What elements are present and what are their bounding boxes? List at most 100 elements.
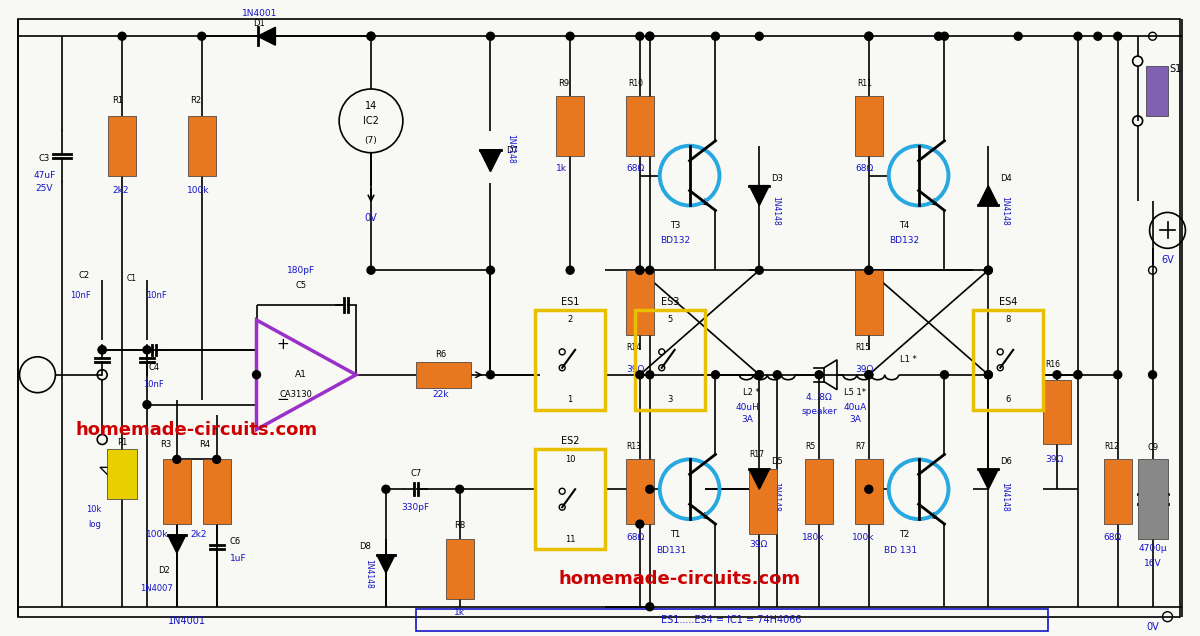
Text: 25V: 25V — [36, 184, 53, 193]
Circle shape — [367, 32, 374, 40]
Text: IC2: IC2 — [364, 116, 379, 126]
Text: 4...8Ω: 4...8Ω — [805, 393, 833, 402]
Bar — [626, 96, 654, 156]
Text: 10: 10 — [565, 455, 575, 464]
Text: D1: D1 — [253, 19, 265, 28]
Text: 1N4148: 1N4148 — [770, 196, 780, 225]
Text: R10: R10 — [628, 78, 643, 88]
Circle shape — [486, 266, 494, 274]
Polygon shape — [168, 535, 186, 553]
Text: 39Ω: 39Ω — [626, 365, 644, 374]
Text: BD131: BD131 — [656, 546, 686, 555]
Circle shape — [646, 603, 654, 611]
Text: R6: R6 — [436, 350, 446, 359]
Text: C3: C3 — [38, 154, 50, 163]
Text: P1: P1 — [116, 438, 127, 447]
Text: R2: R2 — [190, 97, 200, 106]
Text: R12: R12 — [1104, 442, 1118, 451]
Bar — [556, 96, 584, 156]
Text: 0V: 0V — [1146, 621, 1159, 632]
Circle shape — [198, 32, 205, 40]
Text: 1k: 1k — [454, 608, 466, 617]
Text: 2k2: 2k2 — [112, 186, 128, 195]
Text: homemade-circuits.com: homemade-circuits.com — [76, 420, 318, 438]
Text: BD132: BD132 — [661, 236, 691, 245]
Text: 1N4148: 1N4148 — [365, 559, 373, 589]
Circle shape — [865, 371, 872, 378]
Text: 1N4148: 1N4148 — [506, 134, 515, 163]
Circle shape — [712, 32, 720, 40]
Circle shape — [173, 455, 181, 464]
Bar — [854, 270, 883, 335]
Text: 2k2: 2k2 — [191, 530, 208, 539]
Bar — [973, 310, 1043, 410]
Text: T2: T2 — [900, 530, 910, 539]
Text: R11: R11 — [857, 78, 871, 88]
Circle shape — [252, 371, 260, 378]
Text: 3A: 3A — [742, 415, 754, 424]
Bar — [535, 450, 605, 549]
Bar — [1138, 459, 1168, 539]
Text: R9: R9 — [558, 78, 569, 88]
Circle shape — [865, 32, 872, 40]
Text: 1N4148: 1N4148 — [1000, 196, 1009, 225]
Circle shape — [486, 32, 494, 40]
Text: R4: R4 — [199, 440, 210, 449]
Text: 1N4001: 1N4001 — [242, 9, 277, 18]
Text: 40uH: 40uH — [736, 403, 760, 412]
Text: A1: A1 — [295, 370, 307, 379]
Circle shape — [755, 371, 763, 378]
Text: 1k: 1k — [556, 164, 568, 173]
Circle shape — [566, 266, 574, 274]
Circle shape — [755, 32, 763, 40]
Text: 14: 14 — [365, 101, 377, 111]
Text: L5 1*: L5 1* — [844, 388, 866, 397]
Text: C4: C4 — [149, 363, 160, 372]
Text: R13: R13 — [626, 442, 641, 451]
Text: R14: R14 — [626, 343, 641, 352]
Circle shape — [865, 371, 872, 378]
Circle shape — [636, 371, 644, 378]
Polygon shape — [749, 186, 769, 205]
Text: 39Ω: 39Ω — [749, 539, 768, 548]
Text: T3: T3 — [671, 221, 680, 230]
Bar — [203, 459, 230, 524]
Circle shape — [143, 346, 151, 354]
Polygon shape — [258, 27, 276, 45]
Text: S1: S1 — [1170, 64, 1182, 74]
Text: 0V: 0V — [365, 214, 377, 223]
Text: R15: R15 — [854, 343, 870, 352]
Text: 100k: 100k — [852, 532, 875, 541]
Text: R17: R17 — [749, 450, 764, 459]
Text: +: + — [276, 337, 289, 352]
Text: ES3: ES3 — [660, 297, 679, 307]
Text: BD132: BD132 — [889, 236, 919, 245]
Circle shape — [1094, 32, 1102, 40]
Text: BD 131: BD 131 — [884, 546, 917, 555]
Bar — [749, 469, 778, 534]
Text: 8: 8 — [1006, 315, 1010, 324]
Circle shape — [1014, 32, 1022, 40]
Circle shape — [646, 266, 654, 274]
Bar — [107, 450, 137, 499]
Bar — [445, 539, 474, 598]
Text: ES1.....ES4 = IC1 = 74H4066: ES1.....ES4 = IC1 = 74H4066 — [661, 614, 802, 625]
Circle shape — [712, 371, 720, 378]
Circle shape — [1148, 371, 1157, 378]
Text: L1 *: L1 * — [900, 356, 917, 364]
Text: 39Ω: 39Ω — [1045, 455, 1063, 464]
Circle shape — [212, 455, 221, 464]
Bar — [188, 116, 216, 176]
Bar — [1146, 66, 1168, 116]
Text: C5: C5 — [295, 280, 307, 289]
Text: 1N4007: 1N4007 — [140, 584, 173, 593]
Circle shape — [367, 32, 374, 40]
Circle shape — [984, 266, 992, 274]
Circle shape — [941, 32, 948, 40]
Text: homemade-circuits.com: homemade-circuits.com — [558, 570, 800, 588]
Text: D4: D4 — [1001, 174, 1012, 183]
Text: 3: 3 — [667, 395, 672, 404]
Bar — [805, 459, 833, 524]
Circle shape — [1074, 371, 1082, 378]
Text: C6: C6 — [229, 537, 241, 546]
